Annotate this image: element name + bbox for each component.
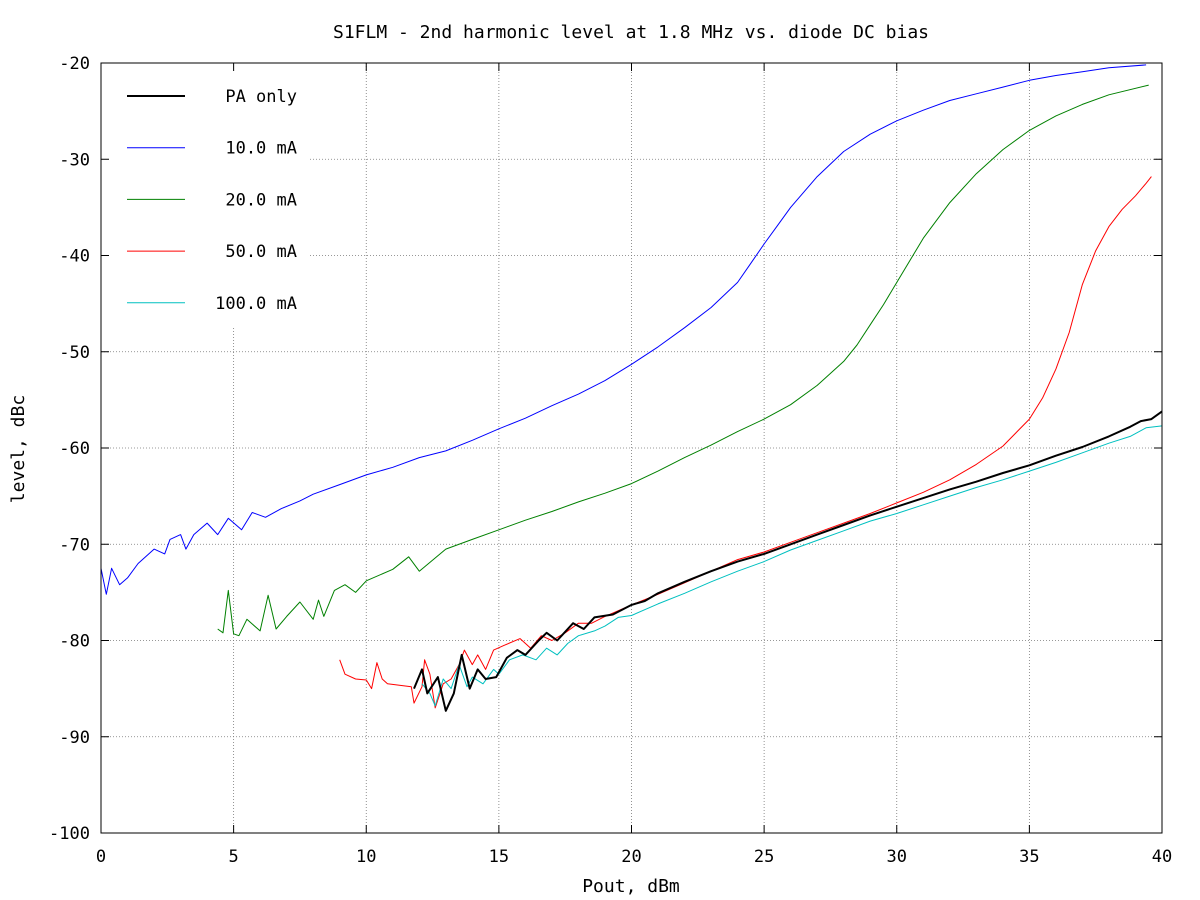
y-tick-label: -90 — [59, 728, 90, 748]
series-line-10-0-ma — [100, 64, 1147, 595]
y-tick-label: -50 — [59, 343, 90, 363]
x-tick-label: 25 — [754, 847, 774, 867]
plot-frame — [100, 62, 1163, 834]
y-tick-label: -40 — [59, 247, 90, 267]
series-line-20-0-ma — [217, 84, 1149, 637]
legend-label: PA only — [225, 87, 297, 107]
y-axis-label: level, dBc — [8, 395, 29, 503]
series-line-100-0-ma — [421, 425, 1163, 707]
y-tick-label: -30 — [59, 150, 90, 170]
y-tick-label: -100 — [49, 824, 90, 844]
axis-ticks: 0 5 10 15 20 25 30 35 40 -100 -90 -80 -70 -60 -50 -40 -3… — [49, 54, 1172, 867]
x-tick-label: 10 — [356, 847, 376, 867]
x-tick-label: 40 — [1152, 847, 1172, 867]
legend-label: 100.0 mA — [215, 294, 297, 314]
y-tick-label: -60 — [59, 439, 90, 459]
y-tick-label: -70 — [59, 535, 90, 555]
x-tick-label: 5 — [229, 847, 239, 867]
x-axis-label: Pout, dBm — [582, 876, 680, 897]
x-tick-label: 30 — [887, 847, 907, 867]
series-line-pa-only — [413, 410, 1163, 712]
legend-label: 10.0 mA — [225, 139, 297, 159]
legend-label: 50.0 mA — [225, 242, 297, 262]
y-tick-label: -20 — [59, 54, 90, 74]
x-tick-label: 0 — [96, 847, 106, 867]
chart-title: S1FLM - 2nd harmonic level at 1.8 MHz vs… — [333, 22, 929, 43]
series-lines — [100, 64, 1163, 712]
grid — [101, 63, 1162, 833]
legend-label: 20.0 mA — [225, 190, 297, 210]
legend: PA only 10.0 mA 20.0 mA 50.0 mA 100.0 mA — [127, 87, 297, 314]
series-line-50-0-ma — [339, 176, 1152, 709]
x-tick-label: 15 — [489, 847, 509, 867]
y-tick-label: -80 — [59, 632, 90, 652]
x-tick-label: 35 — [1019, 847, 1039, 867]
x-tick-label: 20 — [621, 847, 641, 867]
